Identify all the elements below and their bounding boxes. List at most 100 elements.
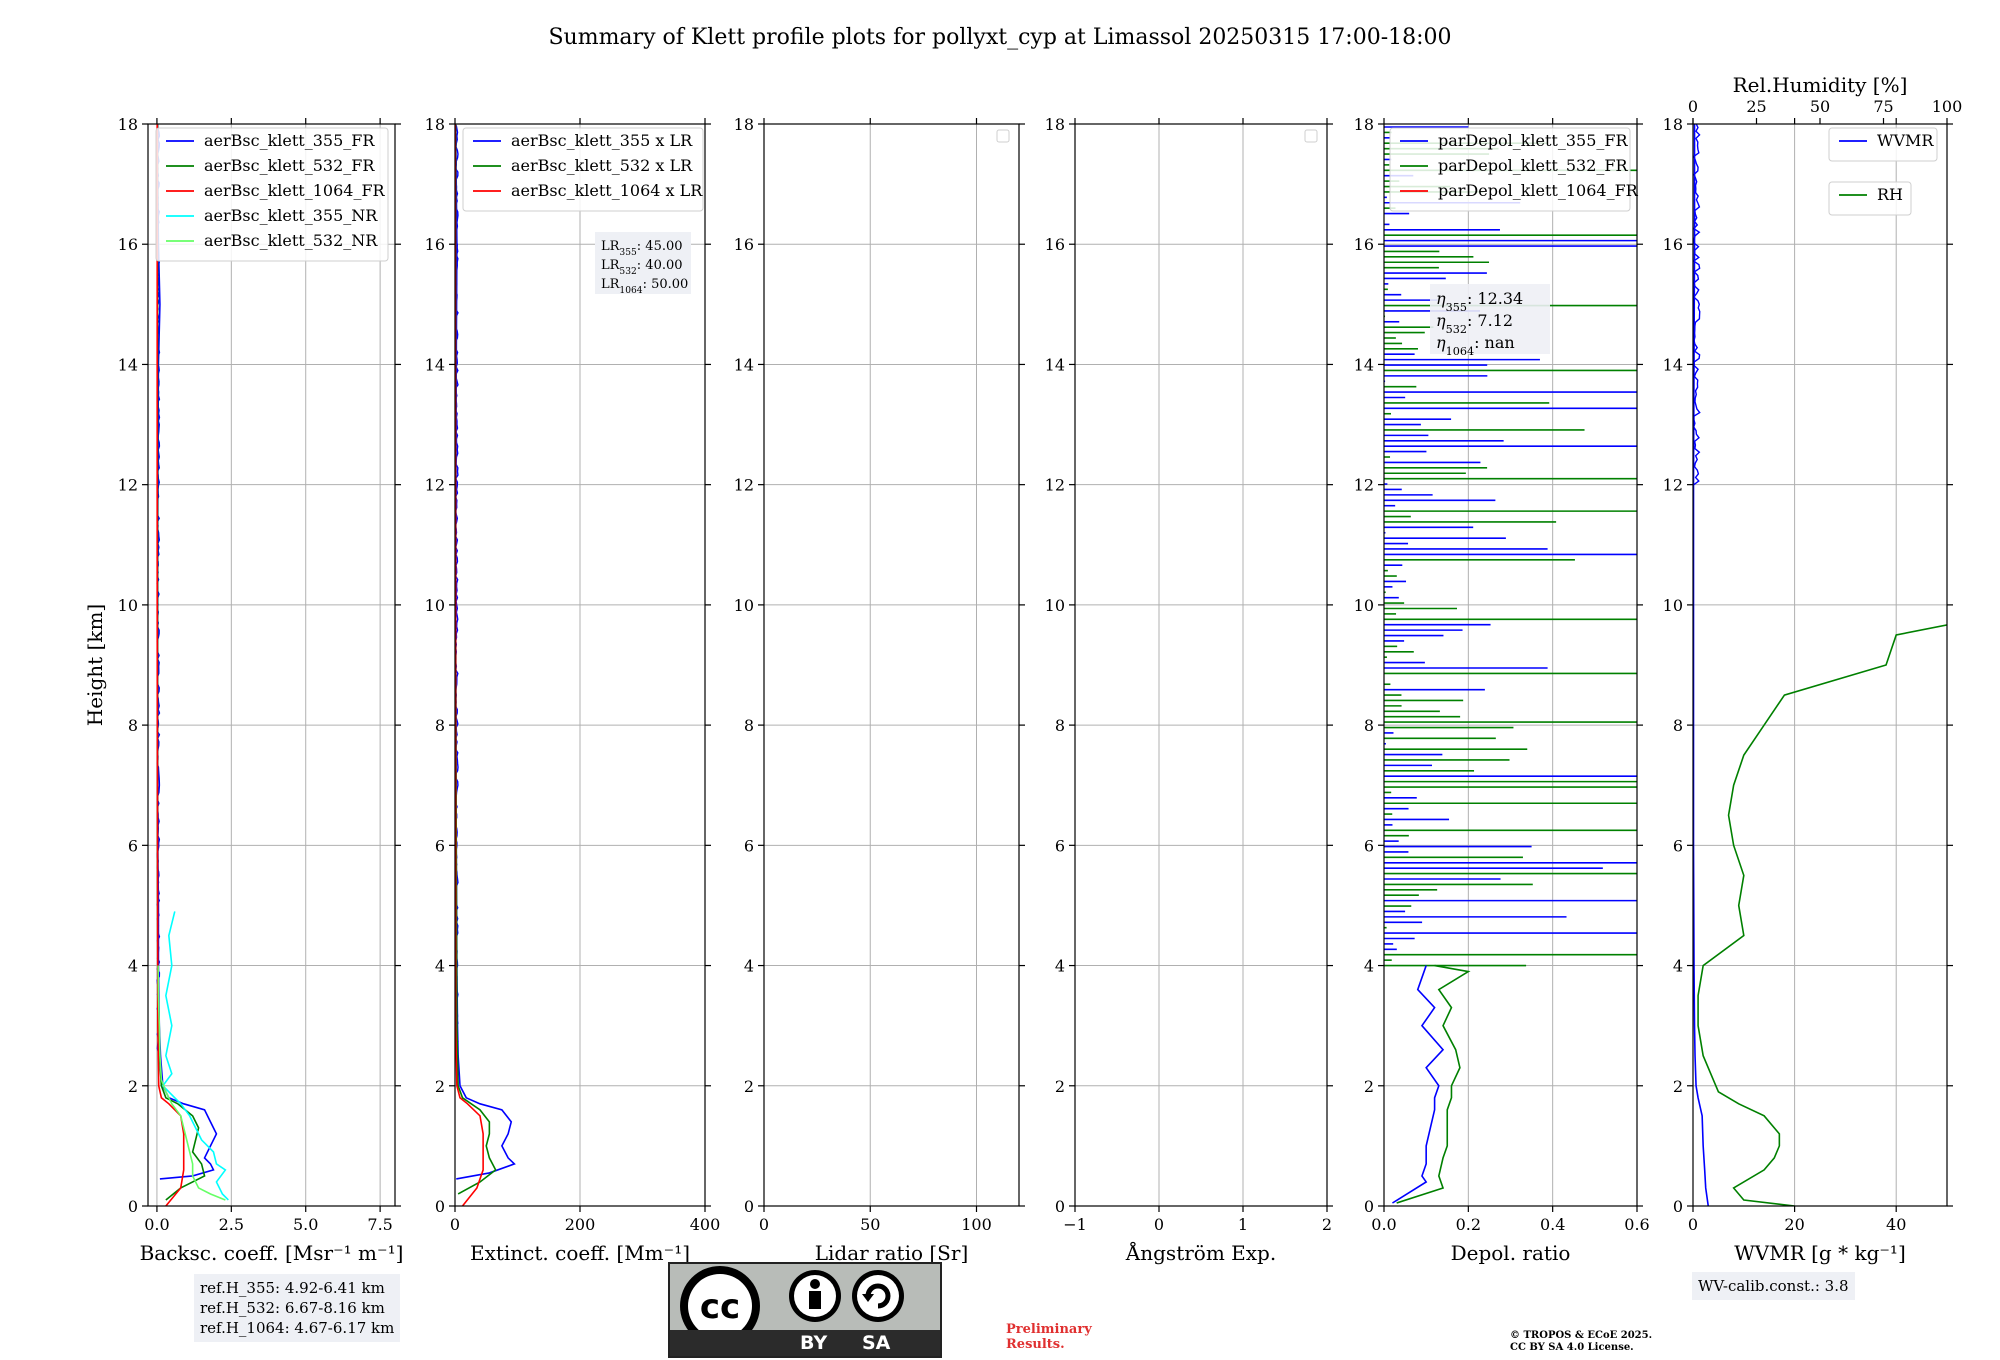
cc-by-label: BY <box>800 1332 828 1354</box>
x-tick-label: 1 <box>1238 1215 1248 1234</box>
x-tick-label: 2.5 <box>219 1215 244 1234</box>
x-tick-label: 50 <box>860 1215 880 1234</box>
cc-letters: cc <box>700 1287 740 1327</box>
panel-lidar_ratio: 0 2 4 6 8 10 12 14 16 18 0 50 100 Lidar ratio [Sr] <box>734 115 1025 1265</box>
legend-label: parDepol_klett_355_FR <box>1438 131 1629 150</box>
preliminary-line-1: Preliminary <box>1006 1322 1092 1337</box>
legend-label: aerBsc_klett_1064 x LR <box>511 181 703 200</box>
series-line-aerBsc_klett_355 x LR <box>455 124 516 1180</box>
series-line-aerBsc_klett_532_FR <box>156 124 206 1201</box>
series-line-aerBsc_klett_355_FR <box>156 124 218 1180</box>
plot-frame <box>763 123 1020 1207</box>
y-tick-label: 16 <box>425 235 445 254</box>
y-tick-label: 4 <box>1364 957 1374 976</box>
ref-height-355: ref.H_355: 4.92-6.41 km <box>200 1279 385 1297</box>
y-tick-label: 14 <box>734 355 754 374</box>
legend-label: aerBsc_klett_532 x LR <box>511 156 693 175</box>
legend-label: aerBsc_klett_355_NR <box>204 206 378 225</box>
legend-frame <box>1389 127 1631 212</box>
y-tick-label: 16 <box>1045 235 1065 254</box>
reference-height-box: ref.H_355: 4.92-6.41 km ref.H_532: 6.67-… <box>194 1274 401 1342</box>
y-tick-label: 16 <box>118 235 138 254</box>
lidar-ratio-value: LR1064: 50.00 <box>601 277 688 296</box>
cc-sa-label: SA <box>862 1332 891 1354</box>
sa-arrow-arc <box>865 1283 891 1309</box>
x-axis-label: Backsc. coeff. [Msr⁻¹ m⁻¹] <box>140 1241 404 1265</box>
legend-label: aerBsc_klett_532_FR <box>204 156 375 175</box>
x-tick-label: 0 <box>450 1215 460 1234</box>
legend-label: parDepol_klett_1064_FR <box>1438 181 1639 200</box>
preliminary-line-2: Results. <box>1006 1337 1065 1352</box>
y-tick-label: 18 <box>734 115 754 134</box>
y-tick-label: 8 <box>1055 716 1065 735</box>
y-tick-label: 16 <box>1663 235 1683 254</box>
ref-height-1064: ref.H_1064: 4.67-6.17 km <box>200 1319 395 1337</box>
empty-legend-box <box>1304 129 1318 143</box>
y-tick-label: 6 <box>744 836 754 855</box>
legend-frame <box>1828 181 1912 216</box>
cc-badge-footer: BY SA <box>670 1330 940 1356</box>
series-line-aerBsc_klett_1064 x LR <box>455 124 484 1206</box>
legend-label: parDepol_klett_532_FR <box>1438 156 1629 175</box>
series-line-parDepol_klett_355_FR <box>1392 965 1445 1204</box>
panel-wvmr: 0 2 4 6 8 10 12 14 16 18 0 20 40 WVMR [g * kg⁻¹] WVMR R… <box>1663 73 1963 1265</box>
x-tick-label: 20 <box>1784 1215 1804 1234</box>
series-line-parDepol_klett_532_FR <box>1396 964 1471 1204</box>
y-tick-label: 10 <box>1045 596 1065 615</box>
plot-data <box>156 124 229 1206</box>
y-tick-label: 0 <box>128 1197 138 1216</box>
x-tick-label: 400 <box>690 1215 721 1234</box>
eta-info-box <box>1430 284 1550 354</box>
plot-frame <box>1074 123 1328 1207</box>
y-tick-label: 2 <box>1055 1077 1065 1096</box>
by-person-head <box>810 1279 820 1289</box>
y-tick-label: 10 <box>118 596 138 615</box>
y-tick-label: 18 <box>1354 115 1374 134</box>
y-tick-label: 0 <box>1055 1197 1065 1216</box>
x-tick-label: 0 <box>1688 1215 1698 1234</box>
y-tick-label: 4 <box>744 957 754 976</box>
y-tick-label: 14 <box>1663 355 1683 374</box>
plot-frame <box>1383 123 1638 1207</box>
wv-calib-constant: WV-calib.const.: 3.8 <box>1698 1277 1849 1295</box>
y-tick-label: 18 <box>118 115 138 134</box>
legend-label: aerBsc_klett_355_FR <box>204 131 375 150</box>
y-tick-label: 10 <box>1663 596 1683 615</box>
sa-arrow-head <box>862 1294 874 1302</box>
y-tick-label: 18 <box>1045 115 1065 134</box>
legend-depol: parDepol_klett_355_FR parDepol_klett_532_… <box>1389 127 1639 212</box>
series-line-RH <box>1697 624 1947 1206</box>
by-person-body <box>809 1291 821 1309</box>
y-axis-label: Height [km] <box>83 604 107 726</box>
y-tick-label: 12 <box>1354 476 1374 495</box>
y-tick-label: 2 <box>1364 1077 1374 1096</box>
lidar-ratio-info-box <box>595 232 691 294</box>
legend-rh: RH <box>1828 181 1912 216</box>
y-tick-label: 18 <box>425 115 445 134</box>
x-tick-label: −1 <box>1063 1215 1087 1234</box>
plot-frame <box>1692 123 1948 1207</box>
y-tick-label: 4 <box>435 957 445 976</box>
x-tick-label: 40 <box>1886 1215 1906 1234</box>
y-tick-label: 2 <box>128 1077 138 1096</box>
y-tick-label: 10 <box>425 596 445 615</box>
figure-title: Summary of Klett profile plots for polly… <box>548 25 1451 50</box>
rh-tick-label: 0 <box>1688 97 1698 116</box>
y-tick-label: 4 <box>1055 957 1065 976</box>
y-tick-label: 0 <box>435 1197 445 1216</box>
legend-label: aerBsc_klett_1064_FR <box>204 181 386 200</box>
legend-frame <box>1828 127 1938 162</box>
legend-wvmr: WVMR <box>1828 127 1938 162</box>
x-tick-label: 0.4 <box>1540 1215 1565 1234</box>
x-tick-label: 0.6 <box>1624 1215 1649 1234</box>
legend-label: WVMR <box>1877 131 1934 150</box>
x-tick-label: 0 <box>759 1215 769 1234</box>
y-tick-label: 14 <box>118 355 138 374</box>
eta-value: η1064: nan <box>1436 333 1515 358</box>
y-tick-label: 12 <box>1663 476 1683 495</box>
x-axis-label: Depol. ratio <box>1451 1241 1571 1265</box>
y-tick-label: 6 <box>435 836 445 855</box>
